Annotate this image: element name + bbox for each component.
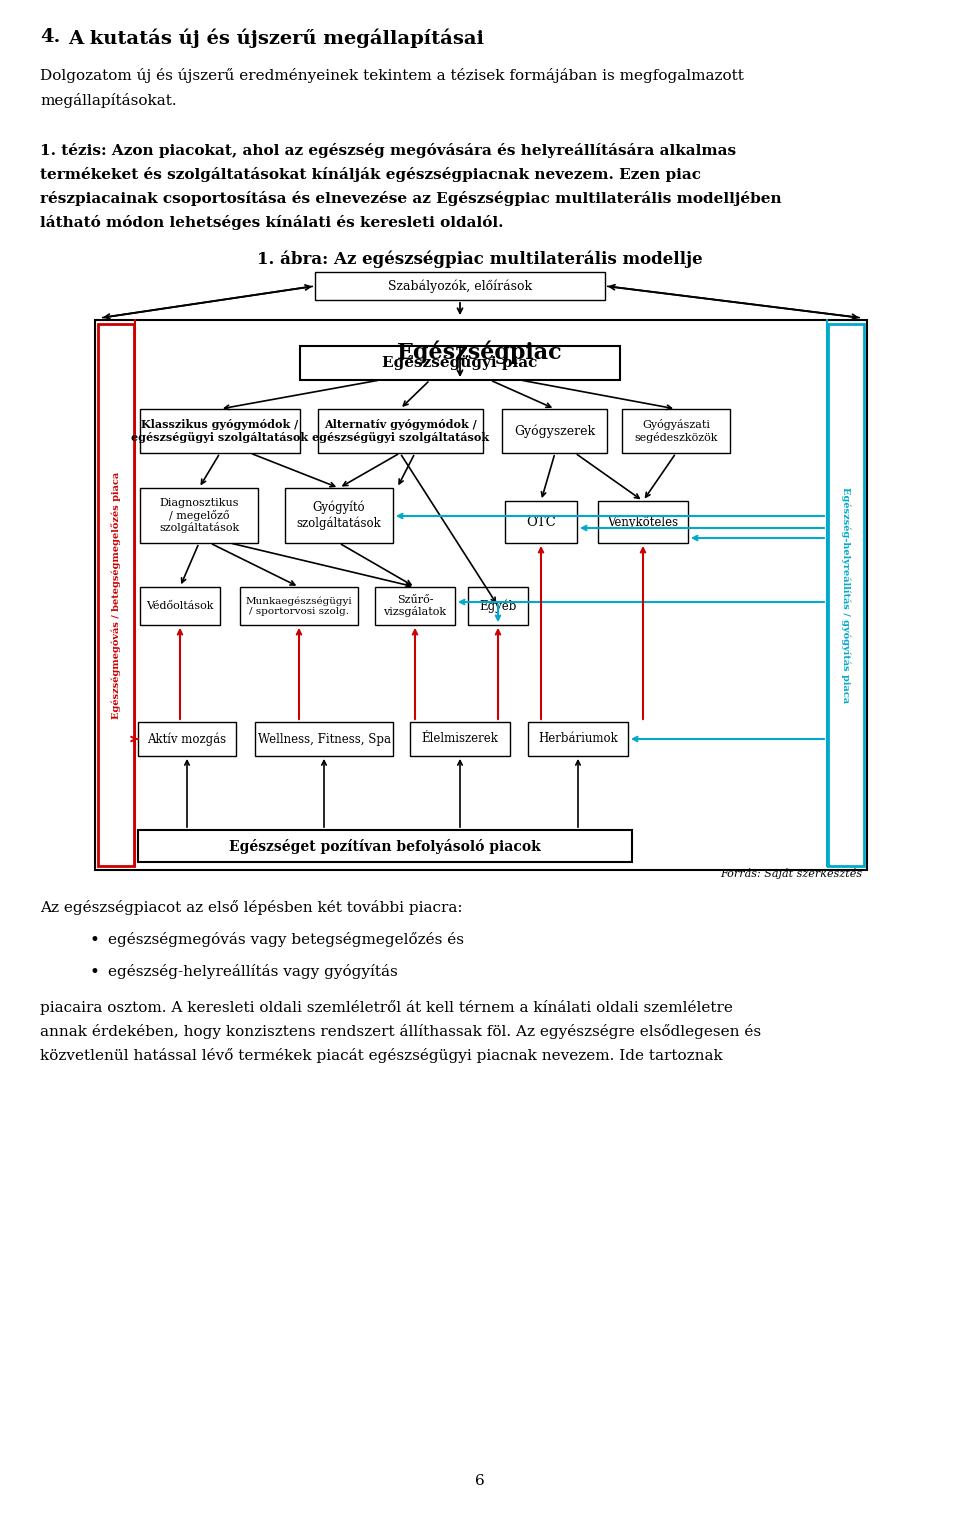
Text: Gyógyászati
segédeszközök: Gyógyászati segédeszközök [635,419,718,443]
Text: Alternatív gyógymódok /
egészségügyi szolgáltatások: Alternatív gyógymódok / egészségügyi szo… [312,419,489,443]
Text: Egészségpiac: Egészségpiac [397,340,563,363]
Text: egészségmegóvás vagy betegségmegelőzés és: egészségmegóvás vagy betegségmegelőzés é… [108,932,464,947]
Text: megállapításokat.: megállapításokat. [40,93,177,108]
Text: Egészséget pozítívan befolyásoló piacok: Egészséget pozítívan befolyásoló piacok [229,838,540,853]
Bar [95,320,867,870]
Text: Herbáriumok: Herbáriumok [539,733,618,745]
Bar [255,723,393,756]
Bar [528,723,628,756]
Text: A kutatás új és újszerű megállapításai: A kutatás új és újszerű megállapításai [68,27,484,47]
Bar [505,501,577,543]
Text: egészség-helyreállítás vagy gyógyítás: egészség-helyreállítás vagy gyógyítás [108,964,397,979]
Text: Diagnosztikus
/ megelőző
szolgáltatások: Diagnosztikus / megelőző szolgáltatások [158,498,239,533]
Text: •: • [90,932,100,949]
Text: Gyógyító
szolgáltatások: Gyógyító szolgáltatások [297,501,381,530]
Text: Klasszikus gyógymódok /
egészségügyi szolgáltatások: Klasszikus gyógymódok / egészségügyi szo… [132,419,308,443]
Text: részpiacainak csoportosítása és elnevezése az Egészségpiac multilaterális modell: részpiacainak csoportosítása és elnevezé… [40,191,781,206]
Text: annak érdekében, hogy konzisztens rendszert állíthassak föl. Az egyészségre első: annak érdekében, hogy konzisztens rendsz… [40,1025,761,1038]
Text: Aktív mozgás: Aktív mozgás [148,732,227,745]
Text: Szabályozók, előírások: Szabályozók, előírások [388,279,532,293]
Text: Forrás: Saját szerkesztés: Forrás: Saját szerkesztés [720,868,862,879]
Bar [285,487,393,543]
Text: •: • [90,964,100,981]
Bar [98,323,134,865]
Text: 4.: 4. [40,27,60,46]
Bar [598,501,688,543]
Text: Az egészségpiacot az első lépésben két további piacra:: Az egészségpiacot az első lépésben két t… [40,900,463,915]
Bar [318,408,483,452]
Text: Dolgozatom új és újszerű eredményeinek tekintem a tézisek formájában is megfogal: Dolgozatom új és újszerű eredményeinek t… [40,68,744,83]
Bar [138,830,632,862]
Bar [502,408,607,452]
Text: Egészség-helyreállítás / gyógyítás piaca: Egészség-helyreállítás / gyógyítás piaca [841,487,851,703]
Bar [622,408,730,452]
Text: látható módon lehetséges kínálati és keresleti oldalól.: látható módon lehetséges kínálati és ker… [40,216,503,231]
Text: OTC: OTC [526,516,556,528]
Bar [315,272,605,301]
Text: Munkaegészségügyi
/ sportorvosi szolg.: Munkaegészségügyi / sportorvosi szolg. [246,597,352,616]
Text: Egyéb: Egyéb [479,600,516,613]
Text: 1. tézis: Azon piacokat, ahol az egészség megóvására és helyreállítására alkalma: 1. tézis: Azon piacokat, ahol az egészsé… [40,143,736,158]
Bar [140,408,300,452]
Text: Élelmiszerek: Élelmiszerek [421,733,498,745]
Bar [300,346,620,380]
Bar [468,587,528,625]
Text: Egészségügyi piac: Egészségügyi piac [382,355,538,370]
Bar [375,587,455,625]
Text: Egészségmegóvás / betegségmegelőzés piaca: Egészségmegóvás / betegségmegelőzés piac… [111,472,121,718]
Text: 6: 6 [475,1474,485,1488]
Bar [140,487,258,543]
Bar [138,723,236,756]
Text: termékeket és szolgáltatásokat kínálják egészségpiacnak nevezem. Ezen piac: termékeket és szolgáltatásokat kínálják … [40,167,701,182]
Text: 1. ábra: Az egészségpiac multilaterális modellje: 1. ábra: Az egészségpiac multilaterális … [257,250,703,267]
Text: Vényköteles: Vényköteles [608,515,679,528]
Bar [240,587,358,625]
Bar [140,587,220,625]
Text: Védőoltások: Védőoltások [146,601,214,612]
Text: Szűrő-
vizsgálatok: Szűrő- vizsgálatok [383,595,446,618]
Text: piacaira osztom. A keresleti oldali szemléletről át kell térnem a kínálati oldal: piacaira osztom. A keresleti oldali szem… [40,1000,732,1016]
Bar [828,323,864,865]
Text: közvetlenül hatással lévő termékek piacát egészségügyi piacnak nevezem. Ide tart: közvetlenül hatással lévő termékek piacá… [40,1047,723,1063]
Text: Gyógyszerek: Gyógyszerek [514,424,595,437]
Bar [410,723,510,756]
Text: Wellness, Fitness, Spa: Wellness, Fitness, Spa [257,733,391,745]
